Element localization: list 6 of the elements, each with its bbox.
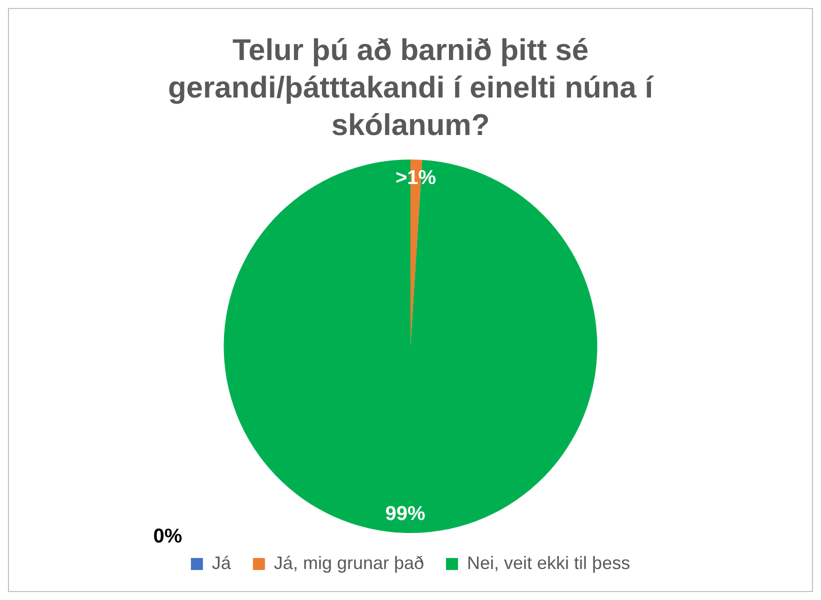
text: 0% [153, 525, 182, 548]
legend-label: Já, mig grunar það [274, 552, 424, 573]
legend-label: Nei, veit ekki til þess [467, 552, 630, 573]
legend-label: Já [212, 552, 232, 573]
data-label: 99% [385, 502, 426, 525]
chart-title: Telur þú að barnið þitt sé gerandi/þátttakandi í einelti núna í skólanum? [168, 34, 655, 142]
